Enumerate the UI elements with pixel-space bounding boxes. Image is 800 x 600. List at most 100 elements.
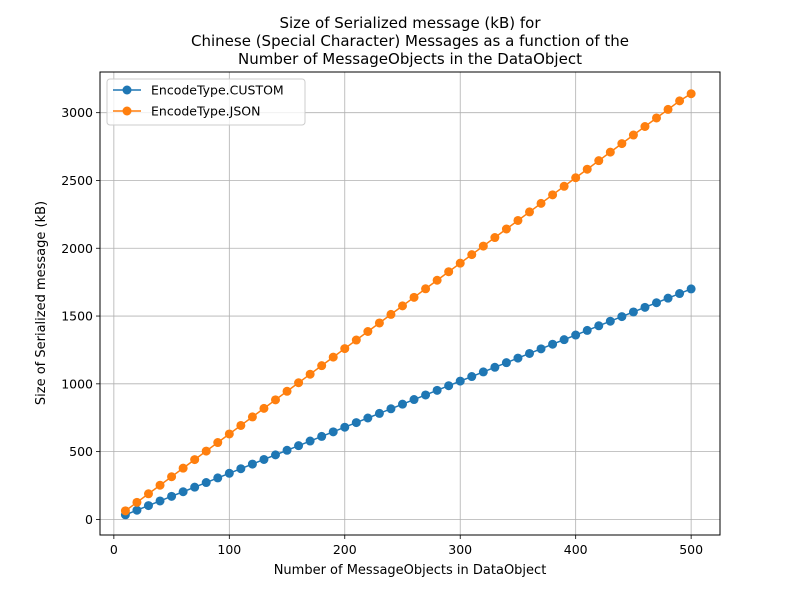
- data-point-json: [490, 233, 500, 243]
- data-point-json: [236, 420, 246, 430]
- plot-area-frame: [99, 71, 721, 536]
- legend-label-custom: EncodeType.CUSTOM: [151, 83, 284, 98]
- data-point-json: [467, 250, 477, 260]
- chart-title-line-2: Chinese (Special Character) Messages as …: [191, 32, 629, 50]
- x-axis-label: Number of MessageObjects in DataObject: [274, 563, 547, 578]
- data-point-custom: [409, 395, 419, 405]
- data-point-custom: [640, 302, 650, 312]
- data-point-json: [155, 480, 165, 490]
- data-point-custom: [651, 298, 661, 308]
- data-point-json: [432, 275, 442, 285]
- y-axis-label: Size of Serialized message (kB): [34, 201, 49, 405]
- data-point-custom: [444, 381, 454, 391]
- x-tick-label: 300: [448, 542, 472, 557]
- data-point-custom: [294, 441, 304, 451]
- data-point-custom: [455, 376, 465, 386]
- data-point-custom: [374, 408, 384, 418]
- data-point-custom: [524, 348, 534, 358]
- data-point-custom: [432, 385, 442, 395]
- x-axis-ticks: 0 100 200 300 400 500: [110, 535, 703, 557]
- data-point-json: [363, 326, 373, 336]
- data-point-custom: [501, 358, 511, 368]
- data-point-json: [421, 284, 431, 294]
- y-tick-label: 2500: [61, 173, 93, 188]
- data-point-json: [224, 429, 234, 439]
- data-point-json: [282, 386, 292, 396]
- data-point-custom: [397, 399, 407, 409]
- chart-title: Size of Serialized message (kB) for Chin…: [191, 14, 629, 68]
- data-point-json: [351, 335, 361, 345]
- data-point-custom: [201, 478, 211, 488]
- data-point-json: [605, 147, 615, 157]
- data-point-json: [478, 241, 488, 251]
- data-point-custom: [317, 431, 327, 441]
- data-point-custom: [167, 491, 177, 501]
- data-point-json: [559, 181, 569, 191]
- data-point-custom: [236, 464, 246, 474]
- y-tick-label: 3000: [61, 105, 93, 120]
- data-point-custom: [490, 362, 500, 372]
- data-point-json: [536, 198, 546, 208]
- data-point-custom: [247, 459, 257, 469]
- x-tick-label: 0: [110, 542, 118, 557]
- data-point-json: [305, 369, 315, 379]
- y-axis-ticks: 0 500 1000 1500 2000 2500 3000: [61, 105, 100, 527]
- data-point-json: [455, 258, 465, 268]
- y-tick-label: 1500: [61, 309, 93, 324]
- data-point-custom: [282, 445, 292, 455]
- data-point-json: [513, 215, 523, 225]
- data-point-json: [374, 318, 384, 328]
- y-tick-label: 2000: [61, 241, 93, 256]
- legend-box: [106, 78, 306, 126]
- data-point-custom: [270, 450, 280, 460]
- data-point-custom: [421, 390, 431, 400]
- data-point-json: [213, 438, 223, 448]
- data-point-json: [409, 292, 419, 302]
- chart-title-line-1: Size of Serialized message (kB) for: [279, 14, 541, 32]
- data-point-json: [444, 267, 454, 277]
- chart-title-line-3: Number of MessageObjects in the DataObje…: [238, 50, 582, 68]
- data-point-custom: [351, 418, 361, 428]
- data-point-json: [167, 472, 177, 482]
- y-tick-label: 500: [69, 444, 93, 459]
- data-point-json: [259, 403, 269, 413]
- data-point-json: [640, 122, 650, 132]
- data-point-custom: [536, 344, 546, 354]
- x-tick-label: 500: [679, 542, 703, 557]
- data-point-json: [571, 173, 581, 183]
- data-point-custom: [328, 427, 338, 437]
- data-point-json: [628, 130, 638, 140]
- data-point-json: [143, 489, 153, 499]
- data-point-json: [686, 89, 696, 99]
- data-point-json: [548, 190, 558, 200]
- data-point-json: [317, 361, 327, 371]
- data-point-custom: [594, 321, 604, 331]
- data-point-custom: [513, 353, 523, 363]
- grid: [100, 72, 720, 535]
- data-point-custom: [386, 404, 396, 414]
- data-point-json: [651, 113, 661, 123]
- data-point-custom: [559, 335, 569, 345]
- data-point-custom: [224, 468, 234, 478]
- legend-marker-custom: [122, 85, 132, 95]
- data-point-json: [201, 446, 211, 456]
- data-point-json: [582, 164, 592, 174]
- data-point-json: [340, 344, 350, 354]
- data-point-json: [397, 301, 407, 311]
- legend-label-json: EncodeType.JSON: [151, 104, 260, 119]
- data-point-custom: [663, 293, 673, 303]
- data-point-custom: [467, 372, 477, 382]
- data-point-json: [524, 207, 534, 217]
- data-point-custom: [571, 330, 581, 340]
- data-point-custom: [305, 436, 315, 446]
- data-point-json: [594, 156, 604, 166]
- data-point-custom: [628, 307, 638, 317]
- data-point-json: [386, 309, 396, 319]
- x-tick-label: 100: [217, 542, 241, 557]
- plot-series: [120, 89, 696, 520]
- y-tick-label: 1000: [61, 376, 93, 391]
- data-point-custom: [155, 496, 165, 506]
- data-point-custom: [605, 316, 615, 326]
- data-point-custom: [582, 325, 592, 335]
